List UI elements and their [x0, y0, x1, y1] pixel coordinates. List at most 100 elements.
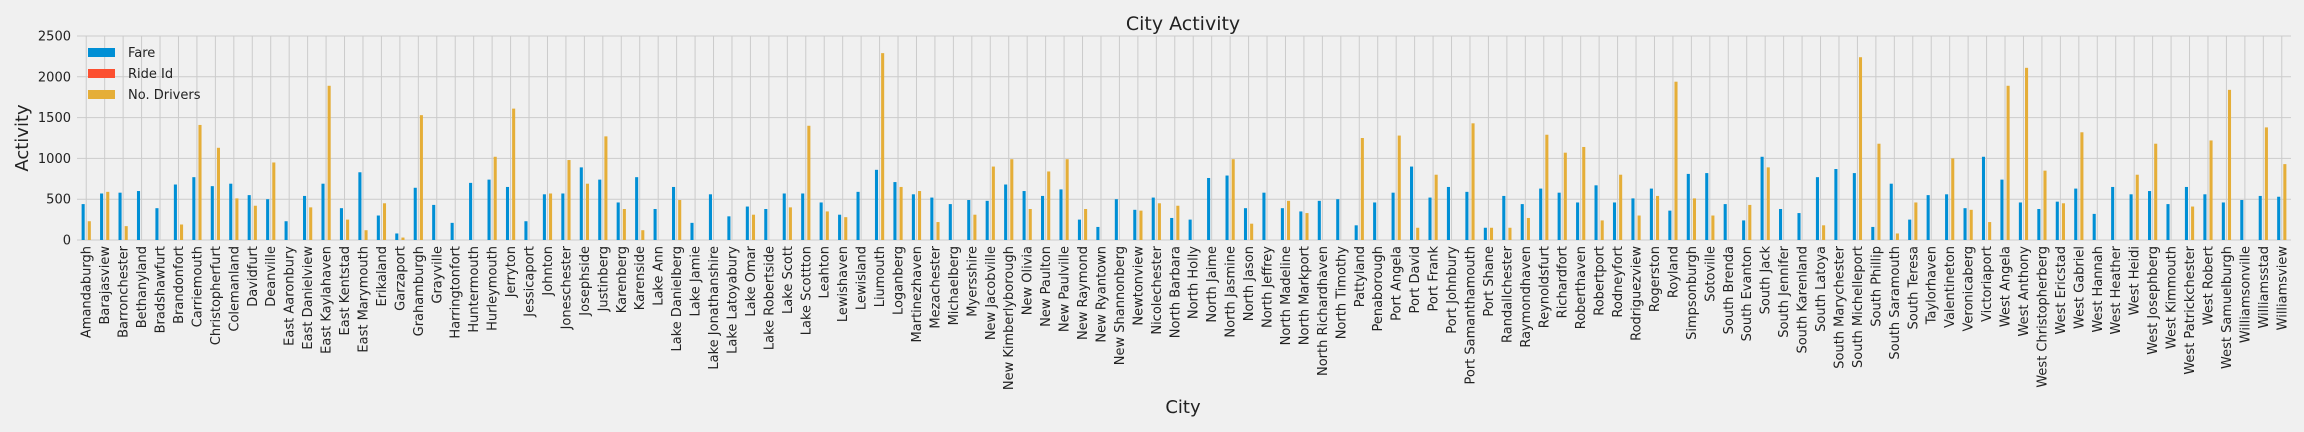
y-tick-label: 1000 — [38, 152, 71, 167]
bar-no-drivers — [1969, 209, 1973, 240]
bar-fare — [911, 194, 915, 240]
bar-fare — [653, 208, 657, 240]
x-tick-label: Huntermouth — [467, 246, 482, 333]
bar-fare — [1612, 202, 1617, 240]
bar-fare — [1096, 226, 1100, 240]
x-tick-label: Bethanyland — [135, 246, 150, 328]
x-tick-label: Jerryton — [504, 246, 519, 298]
bar-no-drivers — [991, 166, 995, 240]
bar-fare — [450, 222, 454, 240]
bar-fare — [1336, 199, 1340, 240]
x-tick-label: North Richardhaven — [1316, 246, 1331, 376]
x-tick-label: East Danielview — [301, 246, 316, 350]
bar-fare — [487, 179, 491, 240]
x-tick-label: North Timothy — [1334, 246, 1349, 340]
bar-no-drivers — [1157, 203, 1161, 240]
bar-fare — [561, 193, 565, 240]
y-tick-label: 0 — [63, 234, 71, 249]
bar-fare — [1207, 177, 1211, 240]
bar-no-drivers — [180, 224, 184, 240]
x-tick-label: Brandonfort — [172, 246, 187, 324]
x-tick-label: East Kentstad — [338, 246, 353, 335]
bar-fare — [1151, 197, 1155, 240]
x-tick-label: Barronchester — [117, 245, 132, 338]
bar-fare — [1926, 195, 1930, 240]
x-tick-label: Grayville — [430, 246, 445, 304]
bar-fare — [930, 197, 934, 240]
bar-fare — [874, 169, 879, 240]
x-tick-label: Carriemouth — [190, 246, 205, 327]
x-tick-label: North Jason — [1242, 246, 1257, 321]
x-tick-label: West Patrickchester — [2183, 245, 2198, 374]
x-tick-label: Veronicaberg — [1962, 246, 1977, 331]
bar-fare — [1871, 226, 1875, 240]
x-tick-label: West Hannah — [2091, 246, 2106, 333]
bar-no-drivers — [309, 207, 313, 240]
x-tick-label: North Madeline — [1279, 246, 1294, 345]
bar-fare — [247, 195, 251, 240]
bar-no-drivers — [216, 147, 220, 240]
bar-no-drivers — [1600, 220, 1604, 240]
bar-fare — [1668, 210, 1672, 240]
bar-fare — [838, 214, 842, 240]
bar-fare — [2055, 201, 2059, 240]
x-tick-label: Loganberg — [892, 246, 907, 315]
bar-fare — [1059, 189, 1063, 240]
bar-fare — [376, 215, 380, 240]
bar-no-drivers — [918, 191, 922, 240]
bar-fare — [1815, 177, 1819, 240]
plot-background — [77, 36, 2291, 240]
bar-no-drivers — [1047, 171, 1051, 240]
x-tick-label: Christopherfurt — [209, 246, 224, 345]
x-tick-label: East Kaylahaven — [320, 246, 335, 354]
bar-no-drivers — [1287, 200, 1291, 240]
bar-fare — [1262, 192, 1266, 240]
x-tick-label: South Saramouth — [1888, 246, 1903, 360]
x-tick-label: South Latoya — [1814, 246, 1829, 332]
bar-fare — [2000, 179, 2004, 240]
bar-no-drivers — [1619, 174, 1623, 240]
bar-fare — [100, 193, 104, 240]
bar-no-drivers — [2061, 203, 2065, 240]
x-tick-label: Justinberg — [596, 246, 611, 312]
x-tick-label: Williamsstad — [2257, 246, 2272, 329]
bar-no-drivers — [1822, 225, 1826, 240]
bar-fare — [1889, 183, 1893, 240]
bar-no-drivers — [585, 183, 589, 240]
x-tick-label: Colemanland — [227, 246, 242, 332]
bar-fare — [2018, 202, 2022, 240]
bar-fare — [745, 206, 749, 240]
x-tick-label: Davidfurt — [246, 246, 261, 307]
bar-fare — [819, 202, 823, 240]
x-tick-label: Port Angela — [1390, 246, 1405, 321]
bar-no-drivers — [1231, 159, 1235, 240]
x-tick-label: Simpsonburgh — [1685, 246, 1700, 340]
x-tick-label: Port Shane — [1482, 246, 1497, 317]
bar-fare — [542, 194, 546, 240]
bar-fare — [210, 186, 214, 240]
bar-fare — [1945, 194, 1949, 240]
bar-no-drivers — [1397, 135, 1401, 240]
bar-fare — [2111, 186, 2115, 240]
bar-no-drivers — [1766, 167, 1770, 240]
bar-no-drivers — [844, 217, 848, 240]
x-tick-label: Raymondhaven — [1519, 246, 1534, 348]
bar-fare — [284, 221, 288, 240]
bar-fare — [598, 179, 602, 240]
bar-no-drivers — [2080, 132, 2084, 240]
x-tick-label: New Olivia — [1021, 246, 1036, 315]
bar-no-drivers — [881, 53, 885, 240]
bar-no-drivers — [899, 186, 903, 240]
x-tick-label: South Jack — [1759, 246, 1774, 315]
bar-fare — [1170, 217, 1174, 240]
bar-fare — [2037, 208, 2041, 240]
x-tick-label: North Jaime — [1205, 246, 1220, 323]
bar-fare — [1446, 186, 1450, 240]
bar-no-drivers — [382, 203, 387, 240]
x-tick-label: New Paulville — [1058, 246, 1073, 332]
bar-fare — [413, 187, 417, 240]
bar-no-drivers — [1582, 146, 1586, 240]
bar-fare — [1981, 156, 1986, 240]
bar-no-drivers — [2283, 164, 2287, 240]
bar-no-drivers — [1674, 81, 1678, 240]
